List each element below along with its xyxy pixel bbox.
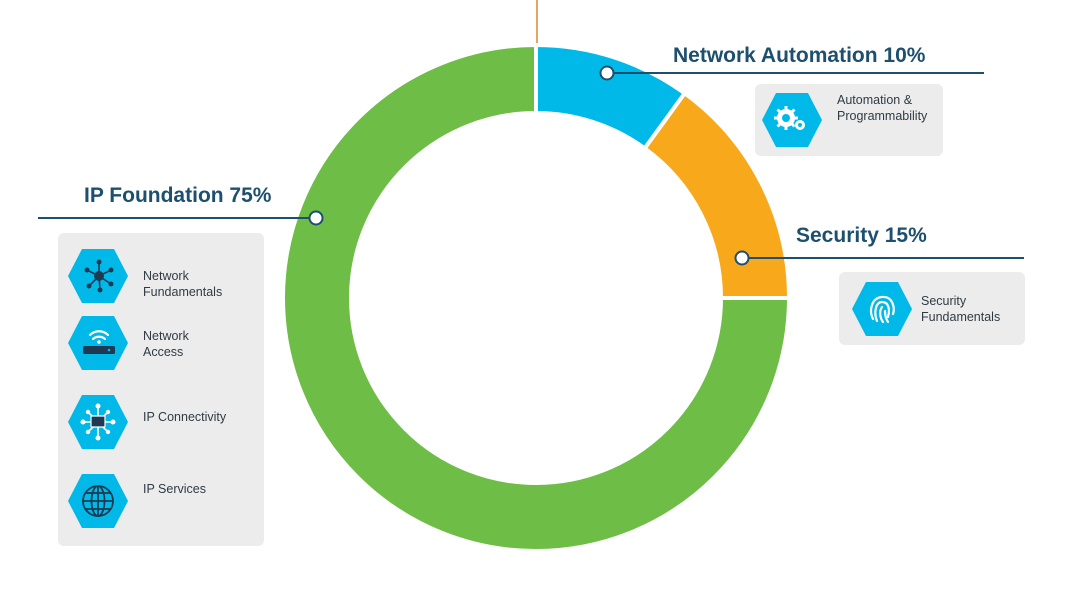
label-security: Security 15% <box>796 224 927 247</box>
connectivity-icon <box>68 395 128 449</box>
network-nodes-icon <box>68 249 128 303</box>
leader-dot-ip-foundation <box>308 210 324 226</box>
security-panel: Security Fundamentals <box>839 272 1025 345</box>
label-network-automation: Network Automation 10% <box>673 44 926 67</box>
topic-security-text: Security Fundamentals <box>921 294 1001 324</box>
label-ip-foundation: IP Foundation 75% <box>84 184 272 207</box>
automation-panel: Automation & Programmability <box>755 84 943 156</box>
topic-network-fundamentals-text: Network Fundamentals <box>143 269 223 299</box>
topic-ip-services-text: IP Services <box>143 482 206 496</box>
topic-automation-text: Automation & Programmability <box>837 93 928 123</box>
topic-network-access-text: Network Access <box>143 329 189 359</box>
gears-icon <box>762 93 822 147</box>
foundation-panel: Network Fundamentals Network Access <box>58 233 264 546</box>
slice-ip-foundation <box>281 42 792 553</box>
wifi-router-icon <box>68 316 128 370</box>
globe-icon <box>68 474 128 528</box>
leader-dot-security <box>734 250 750 266</box>
topic-ip-connectivity-text: IP Connectivity <box>143 410 227 424</box>
fingerprint-icon <box>852 282 912 336</box>
leader-dot-network-automation <box>599 65 615 81</box>
